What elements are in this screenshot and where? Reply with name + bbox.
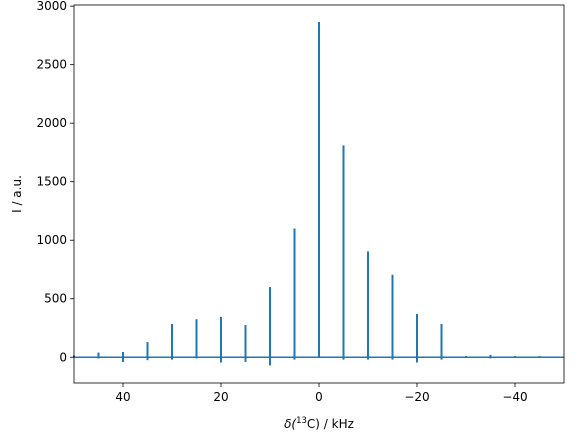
- x-tick-label: 20: [213, 390, 228, 404]
- x-axis-label-prefix: δ(: [284, 417, 297, 431]
- y-tick-label: 500: [44, 292, 67, 306]
- y-axis-label: I / a.u.: [10, 175, 24, 213]
- x-axis-label-suffix: C) / kHz: [307, 417, 354, 431]
- x-tick-label: 40: [115, 390, 130, 404]
- x-tick-label: 0: [315, 390, 323, 404]
- y-tick-label: 3000: [36, 0, 67, 13]
- x-axis-label: δ(13C) / kHz: [284, 416, 354, 431]
- x-tick-label: −20: [404, 390, 429, 404]
- y-tick-label: 0: [59, 350, 67, 364]
- y-tick-label: 2000: [36, 116, 67, 130]
- x-axis-label-sup: 13: [296, 416, 307, 426]
- y-axis: 0 500 1000 1500 2000 2500 3000: [36, 0, 74, 364]
- plot-area: [73, 21, 564, 366]
- x-tick-label: −40: [502, 390, 527, 404]
- y-tick-label: 2500: [36, 58, 67, 72]
- y-tick-label: 1500: [36, 175, 67, 189]
- x-axis: 40 20 0 −20 −40: [115, 383, 528, 404]
- y-tick-label: 1000: [36, 233, 67, 247]
